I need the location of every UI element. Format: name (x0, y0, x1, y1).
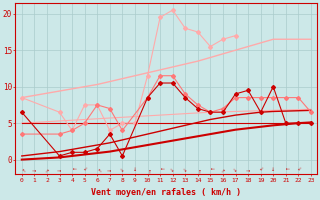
Text: ↓: ↓ (283, 166, 289, 172)
Text: ↓: ↓ (196, 167, 200, 172)
X-axis label: Vent moyen/en rafales ( km/h ): Vent moyen/en rafales ( km/h ) (92, 188, 241, 197)
Text: ↓: ↓ (69, 166, 75, 172)
Text: ↓: ↓ (45, 167, 49, 172)
Text: ↓: ↓ (221, 167, 225, 172)
Text: ↓: ↓ (232, 166, 239, 172)
Text: ↓: ↓ (182, 166, 188, 172)
Text: ↓: ↓ (170, 167, 175, 171)
Text: ↓: ↓ (120, 167, 124, 172)
Text: ↓: ↓ (245, 166, 251, 172)
Text: ↓: ↓ (257, 166, 264, 172)
Text: ↓: ↓ (158, 167, 162, 172)
Text: ↓: ↓ (107, 167, 112, 171)
Text: ↓: ↓ (95, 167, 99, 172)
Text: ↓: ↓ (271, 167, 276, 171)
Text: ↓: ↓ (207, 166, 213, 172)
Text: ↓: ↓ (19, 166, 25, 172)
Text: ↓: ↓ (81, 166, 88, 172)
Text: ↓: ↓ (132, 166, 138, 172)
Text: ↓: ↓ (144, 166, 151, 172)
Text: ↓: ↓ (57, 167, 61, 172)
Text: ↓: ↓ (32, 167, 36, 172)
Text: ↓: ↓ (296, 167, 300, 172)
